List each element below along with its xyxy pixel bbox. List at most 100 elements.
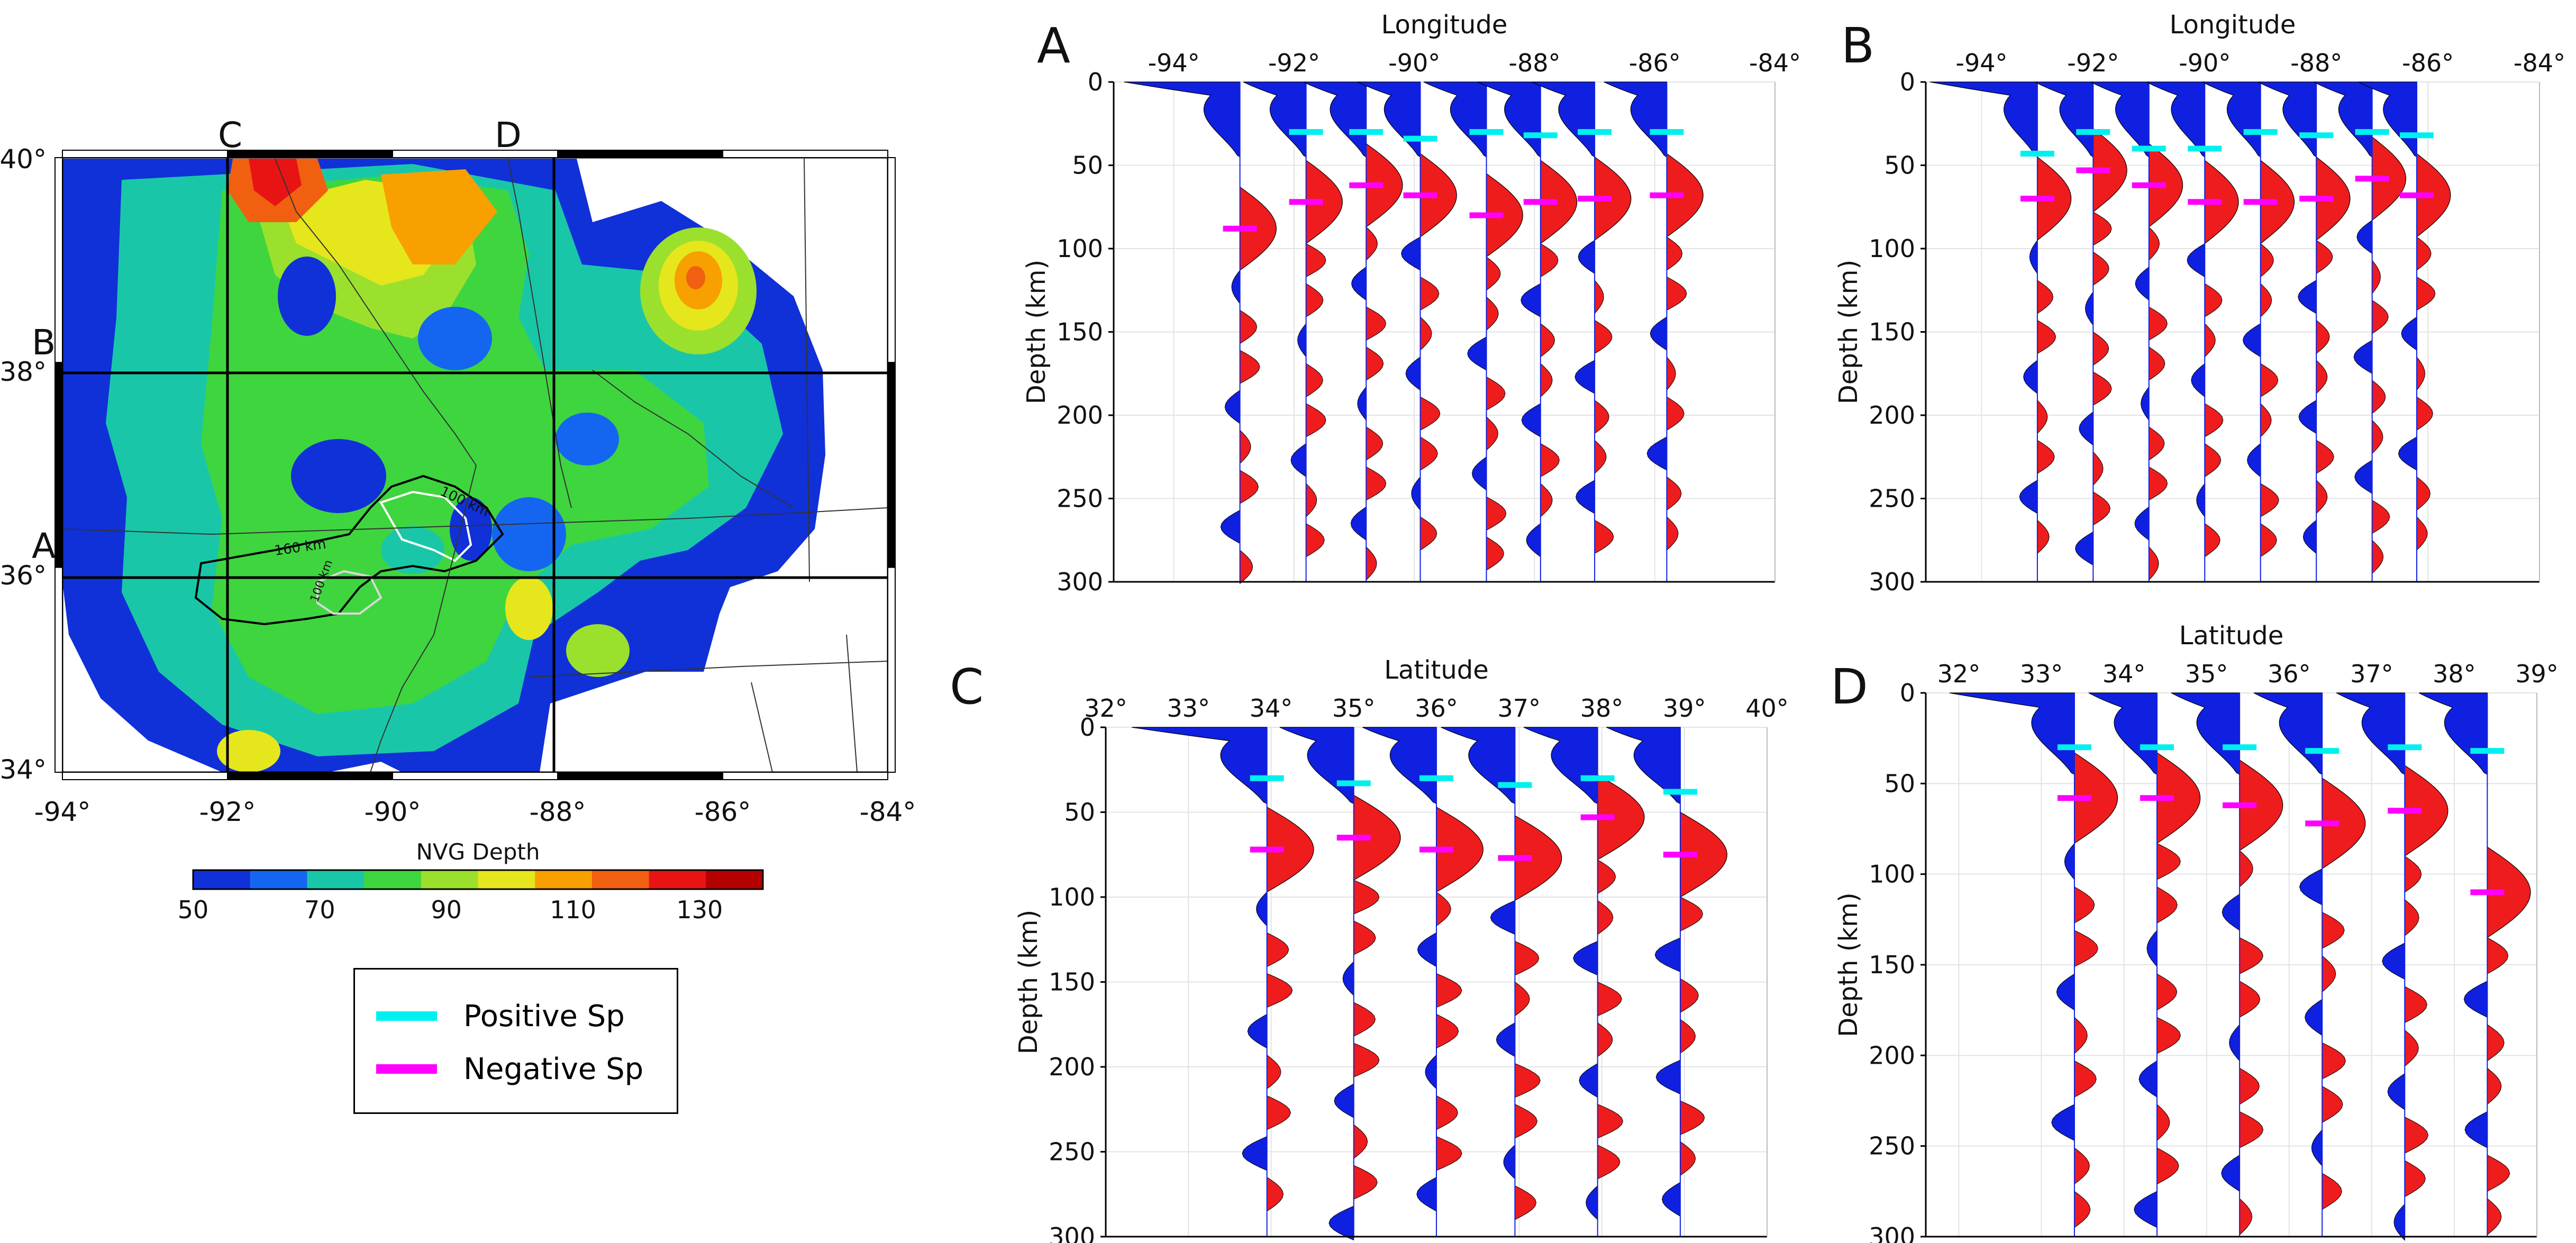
trace-negative-wiggle bbox=[2416, 516, 2428, 551]
trace-negative-wiggle bbox=[2204, 323, 2216, 358]
y-axis-title: Depth (km) bbox=[1834, 260, 1863, 404]
x-axis-title: Longitude bbox=[1381, 10, 1508, 40]
panel-letter: D bbox=[1831, 659, 1868, 715]
trace-positive-wiggle bbox=[1328, 1205, 1354, 1241]
colorbar-segment bbox=[649, 870, 706, 889]
trace-negative-wiggle bbox=[2239, 1067, 2260, 1105]
trace-positive-wiggle bbox=[1576, 479, 1595, 514]
trace-negative-wiggle bbox=[2149, 226, 2160, 261]
trace-negative-wiggle bbox=[1666, 236, 1683, 271]
y-tick-label: 300 bbox=[1049, 1222, 1095, 1243]
colorbar-segment bbox=[250, 870, 307, 889]
y-tick-label: 50 bbox=[1064, 798, 1095, 827]
trace-negative-wiggle bbox=[2156, 1017, 2181, 1054]
trace-negative-wiggle bbox=[1240, 309, 1258, 344]
trace-negative-wiggle bbox=[2487, 1154, 2510, 1192]
trace-negative-wiggle bbox=[2156, 843, 2181, 880]
trace-negative-wiggle bbox=[1540, 323, 1555, 358]
trace-negative-wiggle bbox=[2260, 483, 2279, 518]
trace-positive-wiggle bbox=[2146, 929, 2158, 967]
map-lon-tick: -86° bbox=[695, 797, 751, 827]
profile-label-c: C bbox=[218, 115, 242, 156]
colorbar-title: NVG Depth bbox=[416, 839, 540, 865]
trace-positive-wiggle bbox=[2056, 973, 2075, 1011]
trace-negative-wiggle bbox=[2322, 1085, 2343, 1123]
trace-positive-lobe bbox=[1604, 81, 1668, 158]
profile-label-a: A bbox=[32, 526, 56, 566]
trace-negative-wiggle bbox=[1486, 376, 1506, 411]
trace-negative-wiggle bbox=[2404, 855, 2422, 893]
map-left-bar bbox=[54, 362, 63, 568]
trace-negative-wiggle bbox=[2372, 259, 2381, 295]
y-tick-label: 300 bbox=[1057, 568, 1103, 596]
trace-positive-wiggle bbox=[1574, 360, 1595, 394]
trace-negative-wiggle bbox=[1366, 426, 1383, 461]
trace-positive-wiggle bbox=[1417, 932, 1437, 967]
map-top-bar bbox=[722, 150, 888, 158]
trace-negative-wiggle bbox=[1420, 316, 1432, 351]
trace-negative-lobe bbox=[2074, 752, 2118, 844]
trace-negative-wiggle bbox=[1666, 516, 1679, 551]
map-bottom-bar bbox=[227, 772, 393, 780]
trace-positive-wiggle bbox=[1646, 436, 1667, 471]
trace-positive-lobe bbox=[2336, 692, 2405, 775]
trace-negative-wiggle bbox=[1366, 346, 1384, 381]
trace-positive-wiggle bbox=[1411, 476, 1421, 511]
trace-negative-wiggle bbox=[2204, 283, 2223, 318]
trace-negative-wiggle bbox=[2149, 466, 2168, 501]
trace-positive-wiggle bbox=[1650, 316, 1667, 351]
trace-positive-wiggle bbox=[2401, 316, 2417, 351]
profile-label-b: B bbox=[32, 322, 56, 363]
trace-negative-lobe bbox=[1436, 806, 1483, 893]
trace-positive-wiggle bbox=[1471, 456, 1487, 491]
profile-label-d: D bbox=[495, 115, 522, 156]
colorbar-segment bbox=[706, 870, 763, 889]
trace-positive-wiggle bbox=[2221, 1154, 2240, 1192]
trace-positive-lobe bbox=[1523, 727, 1598, 805]
trace-negative-wiggle bbox=[2487, 1198, 2502, 1236]
y-tick-label: 250 bbox=[1049, 1138, 1095, 1166]
trace-negative-wiggle bbox=[1597, 1103, 1623, 1139]
trace-negative-wiggle bbox=[2037, 279, 2054, 314]
x-tick-label: 32° bbox=[1084, 694, 1127, 723]
y-tick-label: 0 bbox=[1088, 68, 1103, 96]
trace-negative-wiggle bbox=[1306, 363, 1323, 398]
trace-negative-wiggle bbox=[1306, 243, 1326, 278]
y-tick-label: 200 bbox=[1869, 401, 1915, 429]
nvg-depth-map bbox=[62, 158, 888, 772]
trace-positive-lobe bbox=[1124, 81, 1241, 158]
x-tick-label: 32° bbox=[1937, 660, 1981, 688]
trace-positive-wiggle bbox=[2387, 1073, 2405, 1111]
trace-negative-wiggle bbox=[1306, 403, 1326, 437]
trace-negative-wiggle bbox=[2372, 299, 2389, 334]
panel-c: 0 50 100 150 200 250 300 32° 33° 34° 35° 36° 37° 38° 3… bbox=[950, 655, 1789, 1243]
trace-negative-wiggle bbox=[1594, 399, 1609, 434]
trace-positive-wiggle bbox=[1231, 269, 1241, 305]
trace-negative-wiggle bbox=[2204, 403, 2224, 437]
map-lon-tick: -84° bbox=[860, 797, 916, 827]
trace-negative-wiggle bbox=[2260, 243, 2274, 278]
trace-negative-wiggle bbox=[1306, 482, 1317, 518]
trace-positive-wiggle bbox=[1290, 443, 1307, 478]
trace-negative-wiggle bbox=[2322, 911, 2345, 949]
trace-negative-wiggle bbox=[1486, 496, 1507, 531]
trace-negative-wiggle bbox=[1353, 920, 1376, 955]
trace-positive-wiggle bbox=[2298, 279, 2317, 314]
y-tick-label: 50 bbox=[1072, 151, 1103, 180]
y-tick-label: 50 bbox=[1884, 151, 1915, 180]
y-tick-label: 100 bbox=[1049, 883, 1095, 911]
trace-positive-wiggle bbox=[2302, 519, 2317, 554]
trace-negative-wiggle bbox=[1486, 296, 1499, 331]
colorbar-segment bbox=[591, 870, 650, 889]
x-tick-label: 33° bbox=[2020, 660, 2063, 688]
trace-negative-wiggle bbox=[1436, 1095, 1458, 1130]
trace-negative-wiggle bbox=[1267, 1176, 1284, 1212]
trace-positive-wiggle bbox=[1586, 1185, 1598, 1221]
x-tick-label: 37° bbox=[2350, 660, 2393, 688]
trace-negative-wiggle bbox=[1420, 396, 1441, 431]
x-tick-label: -92° bbox=[1268, 49, 1320, 77]
trace-negative-wiggle bbox=[2404, 1117, 2428, 1154]
trace-negative-wiggle bbox=[1267, 932, 1289, 967]
trace-positive-lobe bbox=[1423, 81, 1487, 158]
